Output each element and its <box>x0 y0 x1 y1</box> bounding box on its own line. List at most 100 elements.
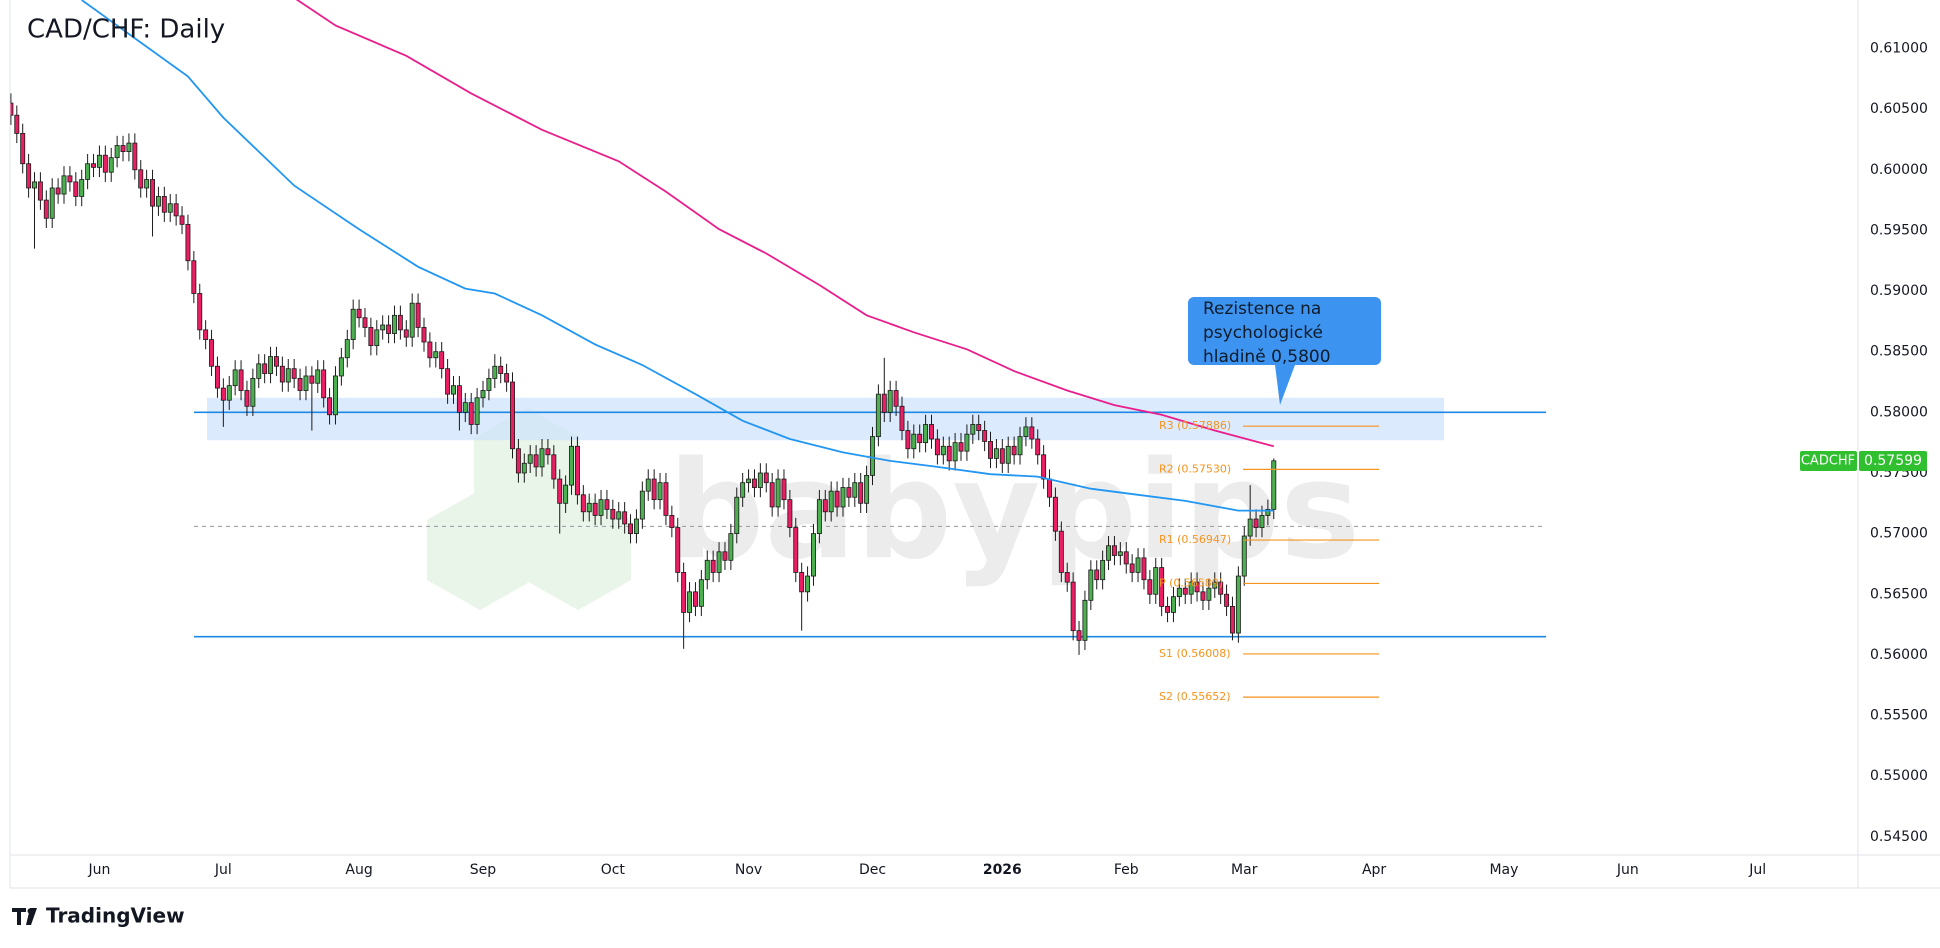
candle-body <box>881 393 887 413</box>
x-tick-label: Sep <box>470 862 497 878</box>
candle-body <box>1070 581 1076 632</box>
candle-body <box>864 475 870 504</box>
x-tick-label: 2026 <box>983 862 1022 878</box>
candle-body <box>1170 596 1176 613</box>
candle-body <box>114 145 120 159</box>
candle-body <box>781 478 787 501</box>
candle-body <box>427 341 433 359</box>
candle-body <box>769 482 775 508</box>
candle-body <box>321 369 327 399</box>
candle-body <box>10 102 14 116</box>
candle-body <box>433 351 439 359</box>
pivot-label: S1 (0.56008) <box>1159 647 1231 660</box>
candle-body <box>262 363 268 374</box>
candle-body <box>37 181 43 201</box>
candle-body <box>1029 426 1035 440</box>
candle-body <box>521 462 527 474</box>
candle-body <box>899 405 905 431</box>
candle-body <box>362 317 368 328</box>
candle-body <box>580 494 586 513</box>
candle-body <box>26 163 32 189</box>
candle-body <box>822 499 828 513</box>
candle-body <box>1182 587 1188 595</box>
candle-body <box>356 308 362 319</box>
candle-body <box>79 179 85 197</box>
candle-body <box>126 142 132 152</box>
x-tick-label: Jul <box>214 862 232 878</box>
candle-body <box>704 559 710 581</box>
brand: TradingView <box>46 904 185 928</box>
y-tick-label: 0.55000 <box>1870 768 1928 784</box>
candle-body <box>1052 496 1058 532</box>
y-tick-label: 0.56500 <box>1870 586 1928 602</box>
x-tick-label: Nov <box>735 862 762 878</box>
pivot-label: S2 (0.55652) <box>1159 690 1231 703</box>
candle-body <box>604 499 610 510</box>
candle-body <box>1082 599 1088 641</box>
candle-body <box>1041 454 1047 480</box>
candle-body <box>911 433 917 450</box>
candle-body <box>238 369 244 391</box>
candle-body <box>67 175 73 183</box>
candle-body <box>421 327 427 343</box>
pivot-label: R2 (0.57530) <box>1159 462 1231 475</box>
candle-body <box>338 357 344 377</box>
candle-body <box>1259 515 1265 528</box>
y-tick-label: 0.59000 <box>1870 283 1928 299</box>
candle-body <box>1123 551 1129 565</box>
pivot-label: R3 (0.57886) <box>1159 419 1231 432</box>
candle-body <box>1011 445 1017 456</box>
candle-body <box>551 454 557 480</box>
candle-body <box>940 445 946 456</box>
candle-body <box>244 390 250 407</box>
candle-body <box>344 339 350 359</box>
candle-body <box>250 377 256 407</box>
candle-body <box>498 365 504 374</box>
candle-body <box>96 154 102 168</box>
candle-body <box>1253 518 1259 528</box>
candle-body <box>917 433 923 444</box>
candle-body <box>268 356 274 374</box>
candle-body <box>1058 530 1064 573</box>
candle-body <box>179 215 185 225</box>
candle-body <box>1111 545 1117 556</box>
callout-text: hladině 0,5800 <box>1203 347 1331 367</box>
candle-body <box>285 368 291 383</box>
candle-body <box>982 430 988 442</box>
candle-body <box>232 369 238 387</box>
candle-body <box>757 472 763 488</box>
candle-body <box>716 551 722 573</box>
moving-average <box>81 0 1274 512</box>
candle-body <box>150 179 155 207</box>
candle-body <box>297 377 303 391</box>
candle-body <box>574 445 580 496</box>
candle-body <box>214 365 220 389</box>
candle-body <box>1271 460 1277 510</box>
candle-body <box>1094 569 1100 581</box>
x-tick-label: Oct <box>601 862 626 878</box>
chart-title: CAD/CHF: Daily <box>27 15 225 45</box>
y-tick-label: 0.59500 <box>1870 222 1928 238</box>
candle-body <box>740 482 746 498</box>
candle-body <box>368 327 374 347</box>
candle-body <box>397 314 403 331</box>
candle-body <box>799 572 805 593</box>
candle-body <box>20 133 26 165</box>
candle-body <box>964 433 970 452</box>
candle-body <box>970 424 976 435</box>
candle-body <box>315 369 321 384</box>
candle-body <box>598 499 604 516</box>
candle-body <box>138 169 144 189</box>
candle-body <box>586 502 592 513</box>
candle-body <box>1023 426 1029 437</box>
candle-body <box>197 293 203 331</box>
candle-body <box>1218 581 1224 595</box>
candle-body <box>893 390 899 407</box>
candle-body <box>633 518 639 535</box>
candle-body <box>132 142 138 171</box>
candle-body <box>480 390 486 399</box>
candle-body <box>380 324 386 331</box>
candle-body <box>545 448 551 456</box>
